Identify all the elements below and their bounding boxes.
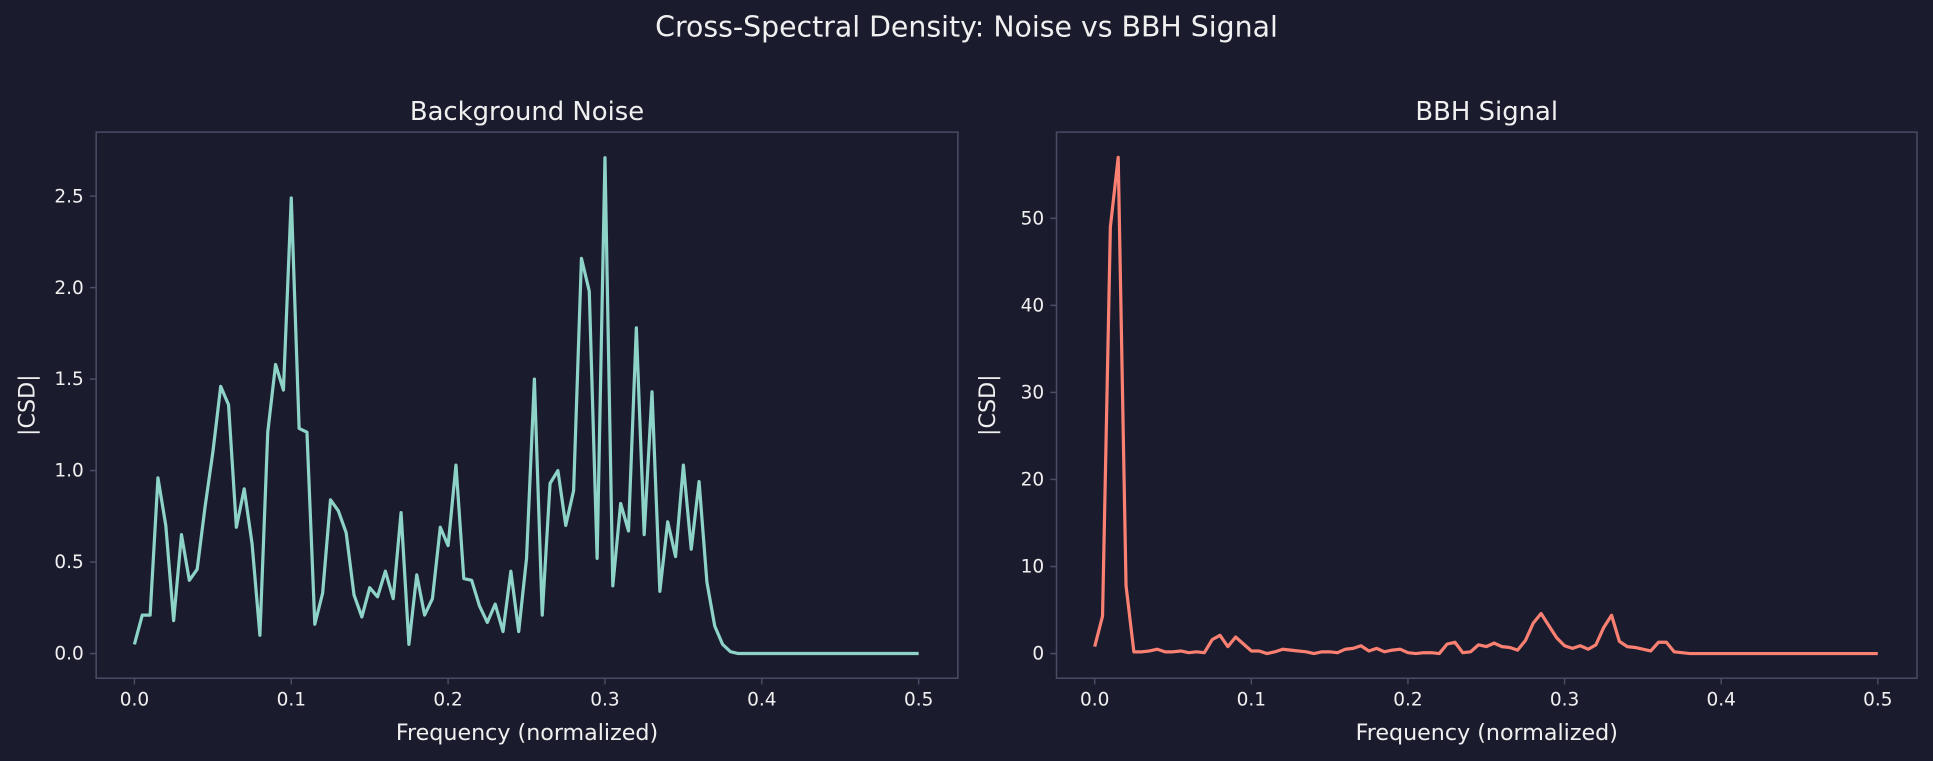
x-tick-label: 0.5: [1863, 689, 1892, 710]
x-tick-label: 0.0: [120, 689, 149, 710]
x-tick-label: 0.2: [433, 689, 462, 710]
y-tick-label: 30: [1021, 383, 1045, 404]
y-tick-label: 1.5: [54, 369, 83, 390]
y-tick-label: 0.0: [54, 644, 83, 665]
axes-title: BBH Signal: [1415, 97, 1558, 127]
y-axis-label: |CSD|: [975, 374, 1001, 436]
axes-title: Background Noise: [410, 97, 644, 127]
x-tick-label: 0.0: [1080, 689, 1109, 710]
y-tick-label: 0.5: [54, 552, 83, 573]
x-tick-label: 0.1: [1237, 689, 1266, 710]
x-tick-label: 0.3: [1550, 689, 1579, 710]
x-tick-label: 0.4: [747, 689, 776, 710]
x-axis-label: Frequency (normalized): [396, 720, 658, 746]
y-tick-label: 2.5: [54, 186, 83, 207]
y-tick-label: 1.0: [54, 461, 83, 482]
y-tick-label: 0: [1032, 644, 1044, 665]
data-line: [1093, 155, 1878, 656]
y-axis-label: |CSD|: [15, 374, 41, 436]
y-tick-label: 40: [1021, 296, 1045, 317]
plot-area: [1055, 131, 1918, 679]
x-tick-label: 0.1: [277, 689, 306, 710]
y-tick-label: 2.0: [54, 278, 83, 299]
y-tick-label: 50: [1021, 208, 1045, 229]
x-tick-label: 0.3: [590, 689, 619, 710]
y-tick-label: 20: [1021, 470, 1045, 491]
y-tick-label: 10: [1021, 557, 1045, 578]
x-tick-label: 0.2: [1393, 689, 1422, 710]
figure-title: Cross-Spectral Density: Noise vs BBH Sig…: [655, 11, 1278, 44]
data-line: [132, 156, 919, 656]
plot-area: [95, 131, 959, 679]
x-tick-label: 0.4: [1706, 689, 1735, 710]
x-axis-label: Frequency (normalized): [1356, 720, 1618, 746]
x-tick-label: 0.5: [904, 689, 933, 710]
